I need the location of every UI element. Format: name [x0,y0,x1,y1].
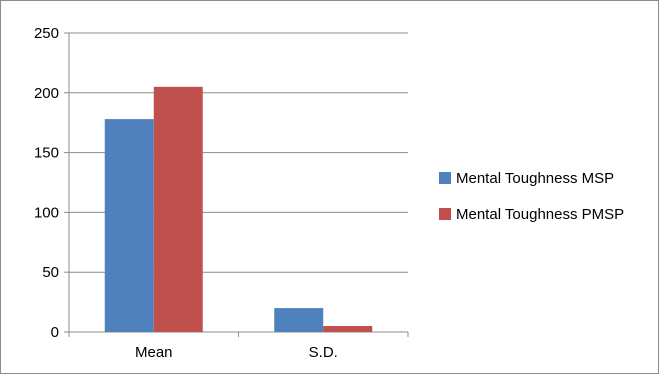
legend-swatch [439,208,451,220]
legend-label: Mental Toughness MSP [456,170,614,187]
y-tick-label: 250 [34,25,59,42]
legend-label: Mental Toughness PMSP [456,206,624,223]
bars [104,86,373,332]
x-tick-label: Mean [135,344,173,361]
bar-msp-mean [104,119,154,332]
legend: Mental Toughness MSP Mental Toughness PMS… [439,170,624,223]
x-axis-ticks: Mean S.D. [68,332,409,361]
bar-pmsp-mean [153,86,203,332]
bar-msp-sd [274,308,324,332]
legend-swatch [439,172,451,184]
x-tick-label: S.D. [309,344,338,361]
y-tick-label: 100 [34,204,59,221]
bar-pmsp-sd [323,326,373,332]
y-tick-label: 150 [34,145,59,162]
y-axis-ticks: 0 50 100 150 200 250 [34,25,69,341]
y-tick-label: 200 [34,85,59,102]
y-tick-label: 0 [51,324,59,341]
y-tick-label: 50 [42,264,59,281]
